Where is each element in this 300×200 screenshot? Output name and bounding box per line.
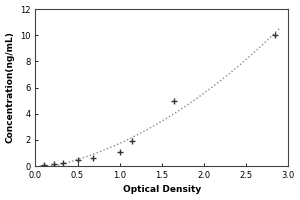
Y-axis label: Concentration(ng/mL): Concentration(ng/mL)	[6, 32, 15, 143]
X-axis label: Optical Density: Optical Density	[122, 185, 201, 194]
